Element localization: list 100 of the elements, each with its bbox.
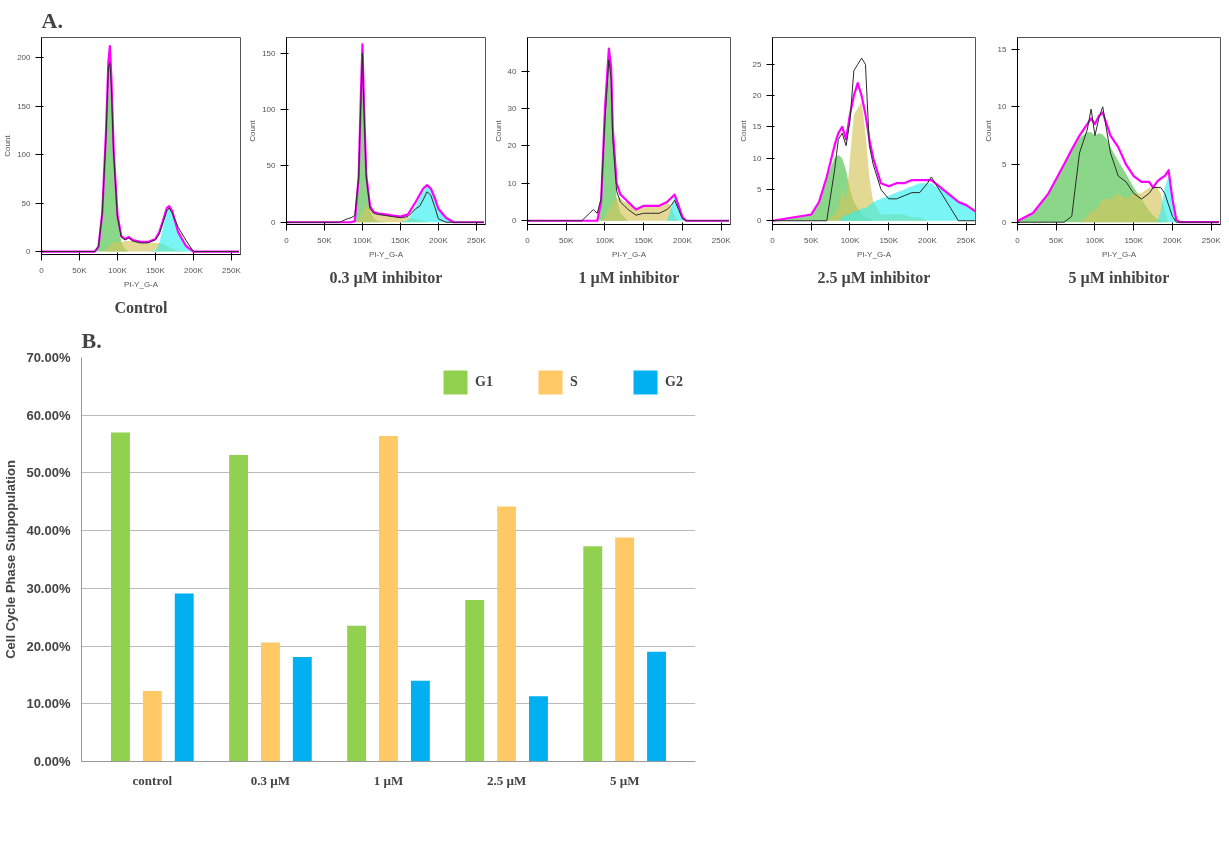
- text: 2.5 µM inhibitor: [817, 268, 931, 287]
- x-tick-label: 250K: [711, 235, 732, 245]
- x-tick-label: 150K: [391, 235, 411, 245]
- x-tick-label: 200K: [1163, 235, 1183, 245]
- y-tick-label: 200: [17, 53, 32, 63]
- x-tick-label: 50K: [559, 235, 575, 245]
- x-tick-label: 250K: [222, 265, 242, 275]
- x-tick-label: 150K: [1124, 235, 1144, 245]
- y-tick-label: 0: [271, 217, 277, 227]
- bar: [583, 546, 603, 762]
- x-tick-label: 150K: [634, 235, 654, 245]
- text: A.: [41, 7, 63, 33]
- y-tick-label: 0: [512, 216, 518, 226]
- y-tick-label: 150: [17, 101, 32, 111]
- x-tick-label: 100K: [1085, 235, 1105, 245]
- x-tick-label: 150K: [146, 265, 166, 275]
- y-axis-title: Count: [983, 119, 993, 142]
- y-axis-title: Count: [493, 119, 503, 142]
- x-tick-label: 50K: [72, 265, 88, 275]
- x-tick-label: 250K: [1201, 235, 1222, 245]
- x-tick-label: 100K: [595, 235, 615, 245]
- bar: [379, 435, 398, 762]
- x-tick-label: 0: [39, 265, 45, 275]
- y-tick-label: 100: [262, 105, 277, 115]
- y-tick-label: 25: [752, 59, 763, 69]
- x-axis-title: PI-Y_G-A: [611, 249, 647, 259]
- legend-label: G1: [475, 374, 494, 390]
- y-tick-label: 5: [757, 184, 763, 194]
- y-tick-label: 70.00%: [26, 350, 71, 365]
- y-tick-label: 30: [507, 104, 518, 114]
- legend-label: G2: [665, 374, 684, 390]
- legend-label: S: [570, 374, 579, 390]
- y-axis-title: Count: [248, 119, 258, 142]
- text: 1 µM inhibitor: [578, 268, 680, 287]
- x-tick-label: 150K: [879, 235, 899, 245]
- x-tick-label: 250K: [467, 235, 487, 245]
- y-tick-label: 20.00%: [26, 638, 71, 654]
- x-axis-title: PI-Y_G-A: [1101, 249, 1137, 259]
- bar: [647, 651, 666, 762]
- bar: [260, 642, 280, 762]
- y-tick-label: 10.00%: [26, 696, 71, 712]
- y-tick-label: 10: [507, 178, 518, 188]
- x-tick-label: 2.5 µM: [486, 772, 527, 788]
- x-axis-title: PI-Y_G-A: [123, 279, 159, 289]
- x-axis-title: PI-Y_G-A: [856, 249, 892, 259]
- text: 5 µM inhibitor: [1068, 268, 1170, 287]
- bar: [347, 625, 367, 762]
- y-tick-label: 30.00%: [26, 580, 71, 596]
- x-tick-label: 0: [1015, 235, 1021, 245]
- x-tick-label: 5 µM: [609, 772, 640, 788]
- bar: [111, 432, 130, 762]
- y-tick-label: 0: [1002, 217, 1008, 227]
- bar: [615, 537, 635, 762]
- x-tick-label: 100K: [840, 235, 860, 245]
- x-tick-label: 0: [770, 235, 776, 245]
- y-axis-title: Count: [3, 134, 13, 157]
- x-tick-label: 50K: [317, 235, 333, 245]
- bar: [497, 506, 517, 762]
- y-tick-label: 150: [262, 48, 277, 58]
- y-tick-label: 15: [997, 44, 1008, 54]
- y-tick-label: 10: [752, 153, 763, 163]
- y-tick-label: 100: [17, 150, 32, 160]
- bar: [142, 691, 162, 762]
- x-tick-label: 250K: [956, 235, 977, 245]
- bar: [529, 696, 548, 762]
- text: 0.3 µM inhibitor: [329, 268, 443, 287]
- bar: [174, 593, 194, 762]
- x-tick-label: 100K: [353, 235, 373, 245]
- x-tick-label: 0: [284, 235, 290, 245]
- y-tick-label: 40: [507, 66, 518, 76]
- x-axis-title: PI-Y_G-A: [368, 249, 404, 259]
- y-tick-label: 50.00%: [26, 465, 71, 481]
- x-tick-label: 0.3 µM: [250, 772, 291, 788]
- y-tick-label: 0: [757, 216, 763, 226]
- y-tick-label: 60.00%: [26, 407, 71, 423]
- bar: [229, 455, 248, 762]
- y-tick-label: 20: [752, 91, 763, 101]
- x-tick-label: control: [132, 772, 173, 788]
- x-tick-label: 200K: [918, 235, 938, 245]
- y-tick-label: 15: [752, 122, 763, 132]
- x-tick-label: 100K: [108, 265, 128, 275]
- x-tick-label: 200K: [184, 265, 204, 275]
- y-tick-label: 50: [21, 198, 32, 208]
- x-tick-label: 1 µM: [373, 772, 404, 788]
- x-tick-label: 200K: [429, 235, 449, 245]
- y-tick-label: 5: [1002, 159, 1008, 169]
- bar: [292, 657, 312, 762]
- x-tick-label: 200K: [673, 235, 693, 245]
- x-tick-label: 50K: [804, 235, 820, 245]
- x-tick-label: 0: [525, 235, 531, 245]
- y-axis-title: Count: [738, 119, 748, 142]
- bar: [465, 599, 485, 762]
- text: Control: [114, 298, 169, 316]
- y-tick-label: 0: [26, 247, 32, 257]
- text: B.: [81, 327, 102, 353]
- x-tick-label: 50K: [1049, 235, 1065, 245]
- y-tick-label: 20: [507, 141, 518, 151]
- y-tick-label: 10: [997, 102, 1008, 112]
- y-axis-title: Cell Cycle Phase Subpopulation: [3, 460, 19, 659]
- bar: [410, 680, 430, 762]
